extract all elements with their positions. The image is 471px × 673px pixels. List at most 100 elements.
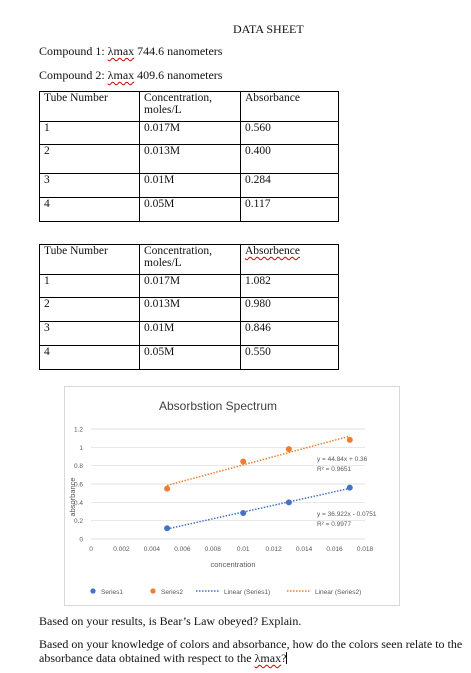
table-cell: 0.400 <box>240 144 339 174</box>
table-cell: 0.846 <box>240 321 339 346</box>
trendline-1 <box>166 487 350 530</box>
table-cell: 0.01M <box>139 173 241 198</box>
legend-series2-label: Series2 <box>161 589 183 596</box>
legend-series1-marker <box>90 588 96 594</box>
table-header-row: Tube Number Concentration, moles/L Absor… <box>39 91 339 122</box>
table-row: 4 0.05M 0.550 <box>39 345 339 370</box>
table2-absorbence-header: Absorbence <box>245 245 300 257</box>
y-tick-label: 1 <box>79 445 83 452</box>
legend-trend2-label: Linear (Series2) <box>315 589 361 596</box>
table-header-cell: Absorbence <box>240 244 339 275</box>
table-cell: 3 <box>39 321 140 346</box>
x-tick-label: 0.018 <box>357 546 374 553</box>
x-tick-label: 0.014 <box>296 546 313 553</box>
compound-2-value: 409.6 nanometers <box>137 68 223 82</box>
table-header-cell: Tube Number <box>39 91 140 122</box>
legend-series1-label: Series1 <box>101 589 123 596</box>
table-cell: 0.550 <box>240 345 339 370</box>
compound-1-line: Compound 1: λmax 744.6 nanometers <box>39 44 222 58</box>
chart-legend: Series1 Series2 Linear (Series1) Linear … <box>90 588 361 596</box>
y-tick-label: 0.2 <box>74 518 83 525</box>
trend1-equation: y = 36.922x - 0.0751 <box>317 511 377 518</box>
series2-point <box>164 485 171 492</box>
chart-svg: Absorbstion Spectrum 0 0.002 0.004 0.006 0.0… <box>68 399 377 596</box>
series1-point <box>346 484 353 491</box>
x-tick-label: 0 <box>89 546 93 553</box>
table-header-cell: Concentration, moles/L <box>139 244 241 275</box>
table-row: 4 0.05M 0.117 <box>39 197 339 222</box>
y-tick-label: 0.8 <box>74 463 83 470</box>
table-row: 2 0.013M 0.400 <box>39 144 339 174</box>
x-tick-label: 0.002 <box>113 546 130 553</box>
table-cell: 0.980 <box>240 297 339 322</box>
question-2-suffix: ? <box>281 651 287 665</box>
compound-2-line: Compound 2: λmax 409.6 nanometers <box>39 68 222 82</box>
table-cell: 0.284 <box>240 173 339 198</box>
table-cell: 1 <box>39 274 140 298</box>
table-cell: 4 <box>39 345 140 370</box>
chart-title: Absorbstion Spectrum <box>159 399 277 413</box>
question-2-line-2: absorbance data obtained with respect to… <box>39 651 288 665</box>
compound-1-label: Compound 1: <box>39 44 105 58</box>
question-2-prefix: absorbance data obtained with respect to… <box>39 651 252 665</box>
compound-1-lambda: λmax <box>107 44 135 58</box>
table-cell: 2 <box>39 297 140 322</box>
page-title: DATA SHEET <box>233 22 304 36</box>
series2-point <box>285 446 292 453</box>
trend1-r2: R² = 0.9977 <box>317 521 352 528</box>
text-cursor <box>286 652 288 664</box>
series2-point <box>346 436 353 443</box>
table-cell: 0.05M <box>139 197 241 222</box>
table-cell: 0.017M <box>139 274 241 298</box>
y-tick-label: 0.4 <box>74 500 83 507</box>
legend-series2-marker <box>150 588 156 594</box>
compound-1-value: 744.6 nanometers <box>137 44 223 58</box>
table-cell: 4 <box>39 197 140 222</box>
table-row: 1 0.017M 1.082 <box>39 274 339 298</box>
x-tick-label: 0.01 <box>237 546 250 553</box>
absorbance-table-2: Tube Number Concentration, moles/L Absor… <box>39 244 339 370</box>
question-1: Based on your results, is Bear’s Law obe… <box>39 614 302 628</box>
table-header-row: Tube Number Concentration, moles/L Absor… <box>39 244 339 275</box>
compound-2-label: Compound 2: <box>39 68 105 82</box>
table-cell: 1.082 <box>240 274 339 298</box>
table-cell: 0.017M <box>139 121 241 145</box>
series2-point <box>240 458 247 465</box>
table-cell: 0.013M <box>139 297 241 322</box>
y-axis-label: absorbance <box>68 477 77 516</box>
table-cell: 0.013M <box>139 144 241 174</box>
x-tick-label: 0.016 <box>326 546 343 553</box>
x-tick-label: 0.012 <box>266 546 283 553</box>
table-row: 3 0.01M 0.284 <box>39 173 339 198</box>
table-cell: 0.05M <box>139 345 241 370</box>
y-tick-label: 1.2 <box>74 427 83 434</box>
table-cell: 0.560 <box>240 121 339 145</box>
absorbance-table-1: Tube Number Concentration, moles/L Absor… <box>39 91 339 222</box>
x-tick-label: 0.008 <box>205 546 222 553</box>
legend-trend1-label: Linear (Series1) <box>224 589 270 596</box>
x-axis-label: concentration <box>210 560 255 569</box>
x-tick-label: 0.004 <box>144 546 161 553</box>
table-row: 3 0.01M 0.846 <box>39 321 339 346</box>
y-tick-label: 0.6 <box>74 482 83 489</box>
compound-2-lambda: λmax <box>107 68 135 82</box>
series1-point <box>164 525 171 532</box>
table-header-cell: Tube Number <box>39 244 140 275</box>
table-cell: 2 <box>39 144 140 174</box>
table-header-cell: Absorbance <box>240 91 339 122</box>
table-header-cell: Concentration, moles/L <box>139 91 241 122</box>
table-cell: 0.117 <box>240 197 339 222</box>
table-cell: 1 <box>39 121 140 145</box>
trend2-equation: y = 44.84x + 0.36 <box>317 456 368 463</box>
x-tick-label: 0.006 <box>174 546 191 553</box>
table-cell: 0.01M <box>139 321 241 346</box>
trend2-r2: R² = 0.9651 <box>317 466 352 473</box>
question-2-lambda: λmax <box>254 651 282 665</box>
series1-point <box>285 499 292 506</box>
question-2-line-1: Based on your knowledge of colors and ab… <box>39 637 463 651</box>
series1-point <box>240 509 247 516</box>
table-row: 2 0.013M 0.980 <box>39 297 339 322</box>
absorbance-chart: Absorbstion Spectrum 0 0.002 0.004 0.006 0.0… <box>64 386 400 606</box>
y-tick-label: 0 <box>79 537 83 544</box>
table-cell: 3 <box>39 173 140 198</box>
